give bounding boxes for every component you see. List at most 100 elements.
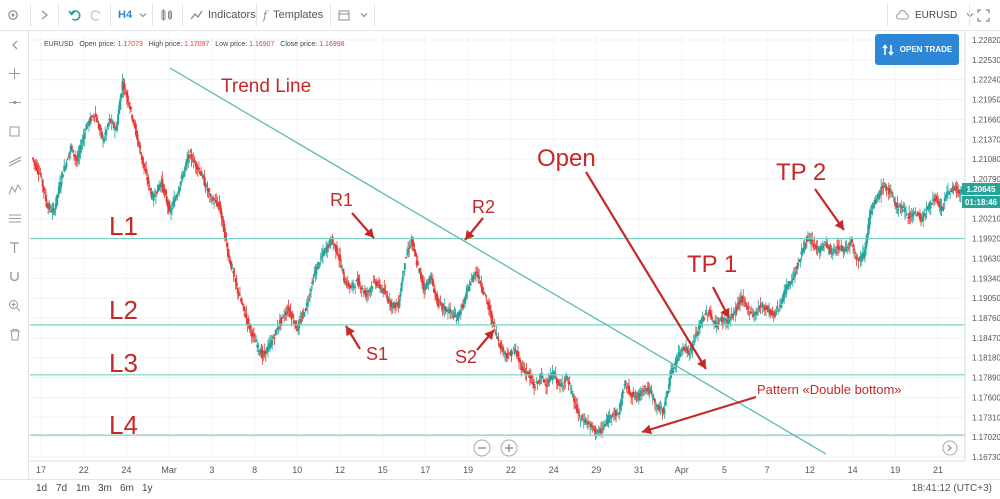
price-tick-label: 1.17310 [972,413,1000,422]
candle-body [223,227,226,239]
candle-body [829,247,832,254]
annotation-r2: R2 [472,197,495,217]
candle-body [168,206,171,210]
arrow-s2-head [484,330,494,341]
price-tick-label: 1.20210 [972,215,1000,224]
timeframe-7d[interactable]: 7d [56,483,68,494]
time-axis: 17 22 24 Mar 3 8 10 12 15 17 19 22 24 29 31 Apr 5 7 12 14 19… [30,460,965,475]
zoom-out-button[interactable] [473,439,491,457]
candlestick-type-icon[interactable] [160,0,174,30]
candle-body [612,413,615,415]
candle-body [114,126,117,130]
price-tick-label: 1.21370 [972,135,1000,144]
zoom-icon[interactable] [6,297,23,314]
candle-body [71,149,74,153]
templates-button[interactable]: f Templates [263,8,324,22]
candle-body [430,278,433,280]
magnet-icon[interactable] [6,268,23,285]
candle-body [157,184,160,192]
candle-body [216,202,219,207]
candle-body [61,172,64,179]
annotation-open: Open [537,145,596,172]
indicators-button[interactable]: Indicators [190,0,256,30]
collapse-panel-icon[interactable] [6,36,23,53]
candle-body [900,205,903,209]
candle-body [483,292,486,294]
candle-body [855,256,858,260]
candle-body [521,366,524,371]
timeframe-1m[interactable]: 1m [76,483,90,494]
candle-body [856,257,859,259]
trend-line[interactable] [169,67,827,455]
candle-body [536,381,539,385]
candle-body [956,189,959,193]
candle-body [796,265,799,270]
candle-body [285,311,288,315]
candle-body [116,124,119,131]
arrow-r2-head [465,229,475,240]
candle-body [69,145,72,152]
candle-body [125,91,128,98]
calendar-button[interactable] [338,0,369,30]
time-tick-label: 17 [420,465,430,475]
zoom-in-button[interactable] [500,439,518,457]
candle-body [271,339,274,346]
candle-body [60,181,63,188]
candle-body [409,245,412,248]
candle-body [123,83,126,88]
candle-body [407,249,410,254]
candle-body [499,342,502,350]
candle-body [622,391,625,393]
trash-icon[interactable] [6,326,23,343]
candle-body [841,246,844,251]
candle-body [838,246,841,250]
candle-body [494,331,497,333]
candle-body [57,186,60,195]
candle-body [657,408,660,410]
candle-body [355,280,358,282]
candle-body [140,154,143,161]
channel-icon[interactable] [6,152,23,169]
candle-body [743,300,746,302]
interval-select[interactable]: H4 [118,0,148,30]
text-icon[interactable] [6,239,23,256]
candle-body [754,312,757,315]
horizontal-line-icon[interactable] [6,94,23,111]
candle-body [334,245,337,252]
crosshair-icon[interactable] [6,65,23,82]
candle-body [513,348,516,355]
fibonacci-icon[interactable] [6,210,23,227]
candle-body [601,428,604,431]
symbol-select[interactable]: EURUSD [896,0,975,30]
timeframe-1y[interactable]: 1y [142,483,153,494]
pattern-icon[interactable] [6,181,23,198]
candle-body [180,175,183,180]
timeframe-6m[interactable]: 6m [120,483,134,494]
candle-body [888,188,891,191]
candle-body [515,350,518,357]
rectangle-icon[interactable] [6,123,23,140]
candle-body [204,182,207,188]
open-trade-button[interactable]: OPEN TRADE [875,34,959,65]
candle-body [77,153,80,162]
timeframe-3m[interactable]: 3m [98,483,112,494]
candle-body [833,249,836,252]
gear-icon[interactable] [6,0,22,30]
candle-body [206,187,209,192]
timeframe-1d[interactable]: 1d [36,483,48,494]
candle-body [645,388,648,391]
fullscreen-icon[interactable] [977,0,990,30]
scroll-to-latest-button[interactable] [942,440,958,456]
undo-icon[interactable] [68,0,82,30]
candle-body [328,240,331,247]
candle-body [377,281,380,284]
candle-body [767,305,770,312]
indicators-icon [190,10,203,19]
candle-body [906,214,909,216]
redo-icon[interactable] [89,0,103,30]
candle-body [269,342,272,344]
chevron-expand-icon[interactable] [39,0,51,30]
candle-body [500,348,503,350]
candle-body [299,318,302,323]
